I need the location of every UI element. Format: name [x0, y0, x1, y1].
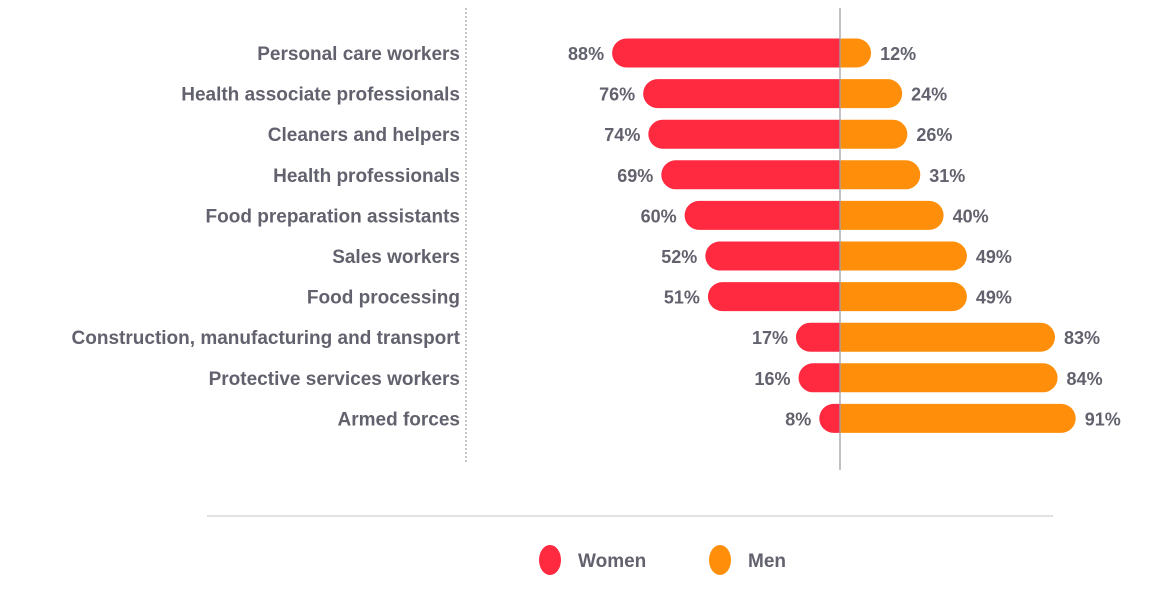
- value-label-women: 52%: [661, 247, 697, 267]
- value-label-women: 60%: [641, 206, 677, 226]
- value-label-women: 8%: [785, 409, 811, 429]
- value-label-men: 12%: [880, 44, 916, 64]
- category-label: Cleaners and helpers: [268, 125, 460, 146]
- bars: [612, 38, 1076, 433]
- bar-women: [661, 160, 840, 190]
- bar-men: [840, 79, 903, 109]
- value-label-men: 26%: [916, 125, 952, 145]
- category-label: Sales workers: [332, 247, 460, 268]
- value-label-women: 74%: [604, 125, 640, 145]
- category-label: Construction, manufacturing and transpor…: [72, 328, 461, 349]
- value-label-men: 84%: [1067, 369, 1103, 389]
- category-label: Food preparation assistants: [206, 206, 460, 227]
- value-label-men: 91%: [1085, 409, 1121, 429]
- bar-men: [840, 403, 1076, 433]
- value-label-men: 49%: [976, 288, 1012, 308]
- legend-women-swatch: [539, 545, 561, 575]
- bar-women: [643, 79, 840, 109]
- bar-men: [840, 241, 967, 271]
- value-label-men: 40%: [953, 206, 989, 226]
- category-label: Protective services workers: [209, 369, 460, 390]
- value-label-women: 16%: [755, 369, 791, 389]
- bar-men: [840, 200, 944, 230]
- value-label-women: 69%: [617, 166, 653, 186]
- bar-men: [840, 160, 921, 190]
- bar-men: [840, 363, 1058, 393]
- category-label: Health professionals: [273, 166, 460, 187]
- bar-men: [840, 119, 908, 149]
- bar-women: [684, 200, 840, 230]
- bar-women: [705, 241, 840, 271]
- bar-men: [840, 322, 1055, 352]
- bar-women: [612, 38, 840, 68]
- category-label: Food processing: [307, 288, 460, 309]
- value-label-women: 88%: [568, 44, 604, 64]
- value-label-men: 49%: [976, 247, 1012, 267]
- category-label: Personal care workers: [257, 44, 460, 65]
- value-label-women: 76%: [599, 85, 635, 105]
- bar-women: [819, 403, 840, 433]
- category-labels: Personal care workers Health associate pr…: [72, 44, 461, 430]
- bar-women: [798, 363, 840, 393]
- value-label-women: 17%: [752, 328, 788, 348]
- legend: Women Men: [539, 545, 786, 575]
- legend-men-label: Men: [748, 551, 786, 572]
- value-label-men: 83%: [1064, 328, 1100, 348]
- bar-men: [840, 282, 967, 312]
- bar-men: [840, 38, 872, 68]
- value-label-men: 24%: [911, 85, 947, 105]
- category-label: Health associate professionals: [181, 85, 460, 106]
- bar-women: [648, 119, 840, 149]
- value-labels: 88% 12% 76% 24% 74% 26% 69% 31% 60% 40% 52% 49% 51% 4…: [568, 44, 1121, 429]
- value-label-men: 31%: [929, 166, 965, 186]
- bar-women: [795, 322, 840, 352]
- bar-women: [707, 282, 840, 312]
- legend-men-swatch: [709, 545, 731, 575]
- category-label: Armed forces: [338, 409, 461, 430]
- legend-women-label: Women: [578, 551, 646, 572]
- value-label-women: 51%: [664, 288, 700, 308]
